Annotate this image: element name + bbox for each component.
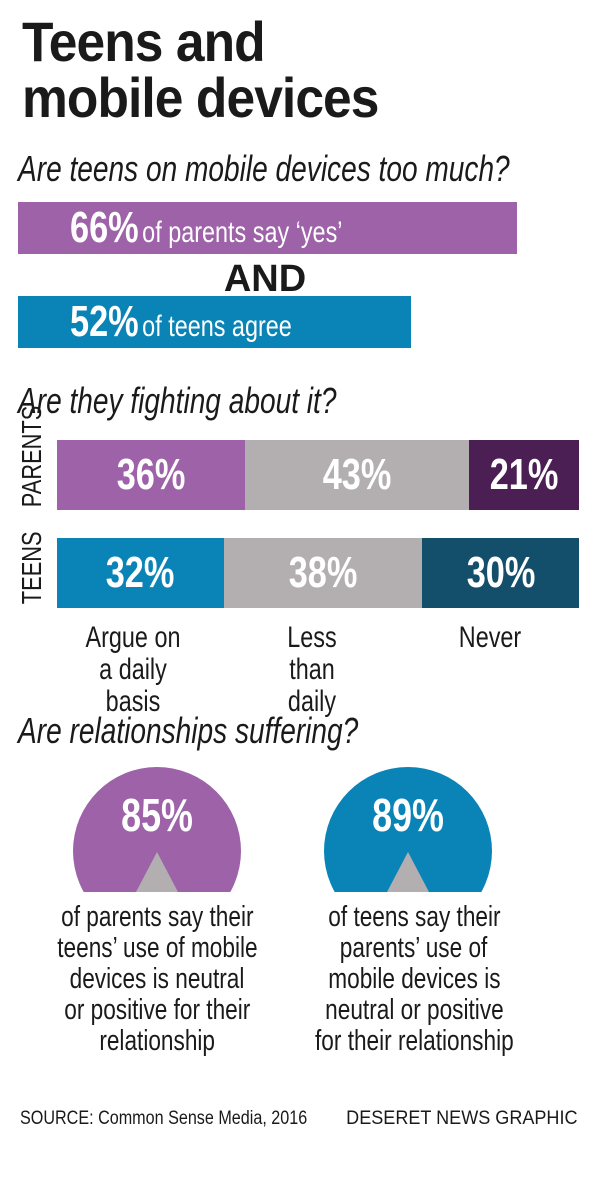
- bar-parents-yes: 66% of parents say ‘yes’: [18, 202, 517, 254]
- bar-teens-agree: 52% of teens agree: [18, 296, 412, 348]
- title-line-1: Teens and: [22, 10, 266, 73]
- caption-line: of parents say their: [60, 901, 254, 933]
- gauge-teens-pointer: [387, 852, 429, 892]
- segment-teens-1: 38%: [224, 538, 423, 608]
- credit: DESERET NEWS GRAPHIC: [346, 1108, 578, 1129]
- question-1: Are teens on mobile devices too much?: [18, 148, 510, 189]
- category-daily: Argue on a daily basis: [85, 621, 181, 718]
- segment-label: 38%: [288, 548, 358, 597]
- caption-line: relationship: [99, 1025, 215, 1057]
- segment-label: 43%: [322, 450, 392, 499]
- gauge-teens-caption: of teens say their parents’ use of mobile …: [264, 902, 564, 1057]
- caption-line: for their relationship: [314, 1025, 514, 1057]
- stacked-bar-teens: 32% 38% 30%: [57, 538, 579, 608]
- title-line-2: mobile devices: [22, 66, 379, 129]
- caption-line: neutral or positive: [324, 994, 504, 1026]
- gauge-parents: [73, 767, 241, 892]
- caption-line: teens’ use of mobile: [56, 932, 258, 964]
- segment-label: 30%: [466, 548, 536, 597]
- gauge-parents-caption: of parents say their teens’ use of mobile…: [7, 902, 307, 1057]
- category-less-than-daily: Less than daily: [287, 621, 337, 718]
- caption-line: mobile devices is: [327, 963, 501, 995]
- gauge-teens: [324, 767, 492, 892]
- gauge-parents-value: 85%: [121, 789, 193, 841]
- question-3: Are relationships suffering?: [18, 710, 359, 751]
- caption-line: of teens say their: [327, 901, 501, 933]
- gauge-parents-pointer: [136, 852, 178, 892]
- and-label: AND: [223, 258, 307, 300]
- segment-label: 21%: [489, 450, 559, 499]
- gauge-teens-value: 89%: [372, 789, 444, 841]
- segment-parents-2: 21%: [469, 440, 579, 510]
- segment-label: 36%: [116, 450, 186, 499]
- category-never: Never: [458, 621, 522, 654]
- source: SOURCE: Common Sense Media, 2016: [20, 1108, 308, 1129]
- stacked-bar-parents: 36% 43% 21%: [57, 440, 579, 510]
- segment-parents-1: 43%: [244, 440, 470, 510]
- caption-line: parents’ use of: [340, 932, 488, 964]
- segment-teens-0: 32%: [57, 538, 225, 608]
- gauges: [73, 767, 492, 892]
- segment-teens-2: 30%: [422, 538, 579, 608]
- segment-parents-0: 36%: [57, 440, 245, 510]
- segment-label: 32%: [106, 548, 175, 597]
- question-2: Are they fighting about it?: [18, 380, 337, 421]
- caption-line: or positive for their: [63, 994, 251, 1026]
- caption-line: devices is neutral: [69, 963, 245, 995]
